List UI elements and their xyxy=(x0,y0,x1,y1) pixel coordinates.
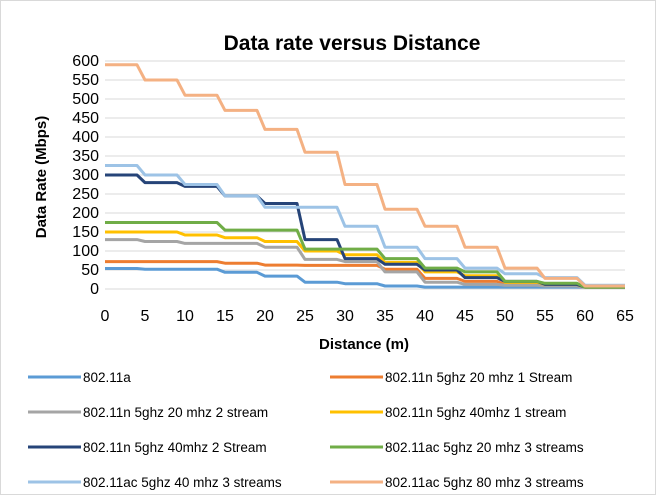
series-line-1 xyxy=(105,267,625,289)
legend-label: 802.11n 5ghz 20 mhz 1 Stream xyxy=(385,370,572,385)
legend-label: 802.11ac 5ghz 40 mhz 3 streams xyxy=(83,475,282,490)
legend-item: 802.11ac 5ghz 80 mhz 3 streams xyxy=(330,475,584,490)
legend-item: 802.11n 5ghz 40mhz 1 stream xyxy=(330,405,566,420)
series-line-7 xyxy=(105,164,625,287)
y-tick-label: 550 xyxy=(72,72,99,89)
y-tick-label: 0 xyxy=(90,281,99,298)
legend-label: 802.11ac 5ghz 20 mhz 3 streams xyxy=(385,440,584,455)
y-tick-label: 450 xyxy=(72,110,99,127)
x-tick-label: 10 xyxy=(176,308,194,325)
series-line-3 xyxy=(105,238,625,289)
gridlines xyxy=(105,60,625,290)
legend-item: 802.11n 5ghz 20 mhz 2 stream xyxy=(28,405,268,420)
x-tick-label: 25 xyxy=(296,308,314,325)
y-tick-label: 250 xyxy=(72,186,99,203)
legend: 802.11a 802.11n 5ghz 20 mhz 1 Stream 802.1… xyxy=(28,370,584,490)
x-tick-label: 40 xyxy=(416,308,434,325)
legend-item: 802.11ac 5ghz 40 mhz 3 streams xyxy=(28,475,282,490)
tick-labels: 0 50 100 150 200 250 300 350 400 450 500 550 600 0 5 10… xyxy=(72,53,634,325)
y-tick-label: 300 xyxy=(72,167,99,184)
x-tick-label: 0 xyxy=(101,308,110,325)
y-tick-label: 600 xyxy=(72,53,99,70)
x-tick-label: 65 xyxy=(616,308,634,325)
legend-label: 802.11ac 5ghz 80 mhz 3 streams xyxy=(385,475,584,490)
series-line-8 xyxy=(105,63,625,288)
x-tick-label: 55 xyxy=(536,308,554,325)
y-tick-label: 350 xyxy=(72,148,99,165)
legend-label: 802.11n 5ghz 40mhz 1 stream xyxy=(385,405,566,420)
y-tick-label: 100 xyxy=(72,243,99,260)
y-tick-label: 200 xyxy=(72,205,99,222)
legend-label: 802.11a xyxy=(83,370,131,385)
chart-title: Data rate versus Distance xyxy=(224,32,481,55)
x-tick-label: 60 xyxy=(576,308,594,325)
x-tick-label: 15 xyxy=(216,308,234,325)
y-tick-label: 500 xyxy=(72,91,99,108)
x-axis-title: Distance (m) xyxy=(319,336,409,353)
y-tick-label: 150 xyxy=(72,224,99,241)
y-tick-label: 400 xyxy=(72,129,99,146)
legend-item: 802.11a xyxy=(28,370,131,385)
legend-item: 802.11ac 5ghz 20 mhz 3 streams xyxy=(330,440,584,455)
legend-item: 802.11n 5ghz 20 mhz 1 Stream xyxy=(330,370,572,385)
series-lines xyxy=(105,63,625,289)
x-tick-label: 30 xyxy=(336,308,354,325)
legend-label: 802.11n 5ghz 40mhz 2 Stream xyxy=(83,440,267,455)
series-line-6 xyxy=(105,221,625,289)
y-axis-title: Data Rate (Mbps) xyxy=(33,116,50,239)
x-tick-label: 50 xyxy=(496,308,514,325)
y-tick-label: 50 xyxy=(81,262,99,279)
x-tick-label: 35 xyxy=(376,308,394,325)
x-tick-label: 20 xyxy=(256,308,274,325)
legend-item: 802.11n 5ghz 40mhz 2 Stream xyxy=(28,440,267,455)
x-tick-label: 5 xyxy=(141,308,150,325)
x-tick-label: 45 xyxy=(456,308,474,325)
legend-label: 802.11n 5ghz 20 mhz 2 stream xyxy=(83,405,268,420)
